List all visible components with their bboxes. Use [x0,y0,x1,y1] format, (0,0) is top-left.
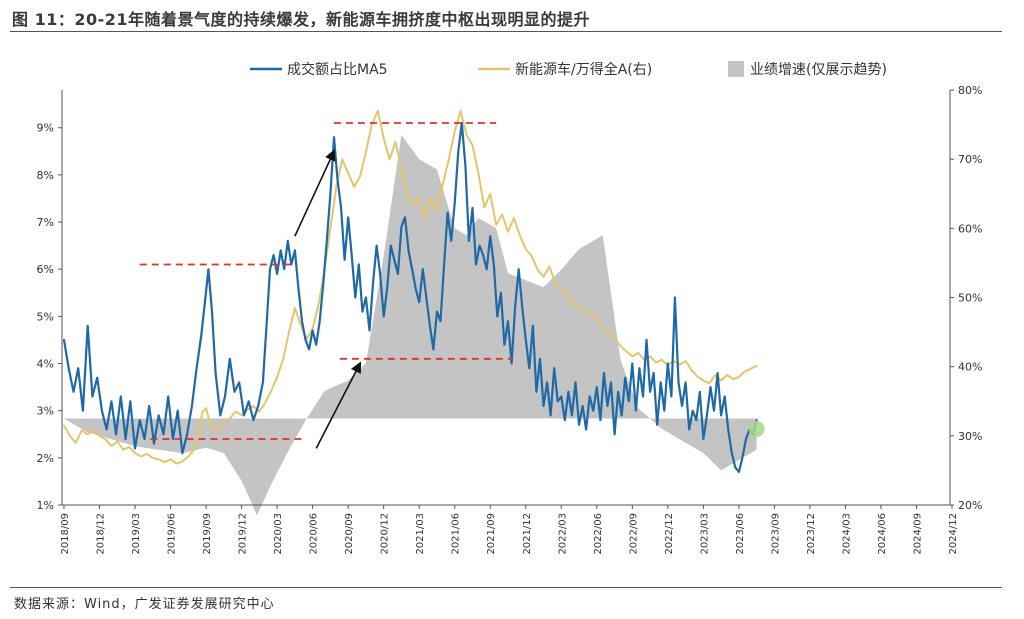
y-left-tick-label: 1% [37,499,54,512]
nev-ratio-line [63,109,758,465]
trend-arrow-5 [315,361,362,449]
x-tick-label: 2022/12 [664,513,675,555]
y-right-tick-label: 20% [958,499,982,512]
area-series-earnings [64,135,757,516]
legend-label: 业绩增速(仅展示趋势) [750,62,887,78]
latest-point-marker [748,420,765,437]
footer-rule [10,587,1002,588]
x-tick-label: 2023/09 [770,513,781,555]
y-left-tick-label: 8% [37,169,54,182]
earnings-area [64,135,757,516]
x-tick-label: 2023/06 [735,513,746,555]
x-tick-label: 2018/09 [60,513,71,555]
y-left-tick-label: 2% [37,452,54,465]
y-right-tick-label: 70% [958,153,982,166]
x-tick-label: 2019/12 [238,513,249,555]
legend-label: 成交额占比MA5 [287,61,388,78]
y-left-tick-label: 7% [37,216,54,229]
x-tick-label: 2024/09 [912,513,923,555]
x-tick-label: 2022/06 [593,513,604,555]
y-left-tick-label: 3% [37,405,54,418]
y-left-tick-label: 5% [37,310,54,323]
x-tick-label: 2020/12 [380,513,391,555]
x-tick-label: 2021/06 [451,513,462,555]
y-left-tick-label: 6% [37,263,54,276]
legend-label: 新能源车/万得全A(右) [515,61,652,78]
legend-swatch-area [728,61,744,77]
x-tick-label: 2021/12 [522,513,533,555]
x-tick-label: 2023/12 [806,513,817,555]
line-series-nev-ratio [63,109,758,465]
axes: 1% 2% 3% 4% 5% 6% 7% 8% 9% 20% 30% 40% 50% 60% 70% 80% 2… [37,84,983,555]
x-tick-label: 2023/03 [699,513,710,555]
x-tick-label: 2020/09 [344,513,355,555]
x-tick-label: 2024/12 [948,513,959,555]
x-tick-label: 2019/09 [202,513,213,555]
y-left-tick-label: 4% [37,358,54,371]
x-tick-label: 2019/03 [131,513,142,555]
x-tick-label: 2021/09 [486,513,497,555]
y-left-tick-label: 9% [37,122,54,135]
x-tick-label: 2024/03 [841,513,852,555]
x-tick-label: 2022/09 [628,513,639,555]
page-title: 图 11：20-21年随着景气度的持续爆发，新能源车拥挤度中枢出现明显的提升 [12,10,591,29]
y-right-tick-label: 40% [958,361,982,374]
x-tick-label: 2020/06 [309,513,320,555]
source-note: 数据来源：Wind，广发证券发展研究中心 [14,597,275,612]
x-tick-label: 2024/06 [877,513,888,555]
line-series-turnover [62,121,758,474]
y-right-tick-label: 60% [958,222,982,235]
y-right-tick-label: 80% [958,84,982,97]
annotations [139,122,765,449]
x-tick-label: 2018/12 [96,513,107,555]
y-right-tick-label: 50% [958,292,982,305]
legend: 成交额占比MA5 新能源车/万得全A(右) 业绩增速(仅展示趋势) [250,61,887,78]
trend-arrow-4 [294,149,336,237]
x-tick-label: 2019/06 [167,513,178,555]
x-tick-label: 2021/03 [415,513,426,555]
turnover-line [62,121,758,474]
y-right-tick-label: 30% [958,430,982,443]
x-tick-label: 2022/03 [557,513,568,555]
x-tick-label: 2020/03 [273,513,284,555]
title-rule [10,31,1002,32]
